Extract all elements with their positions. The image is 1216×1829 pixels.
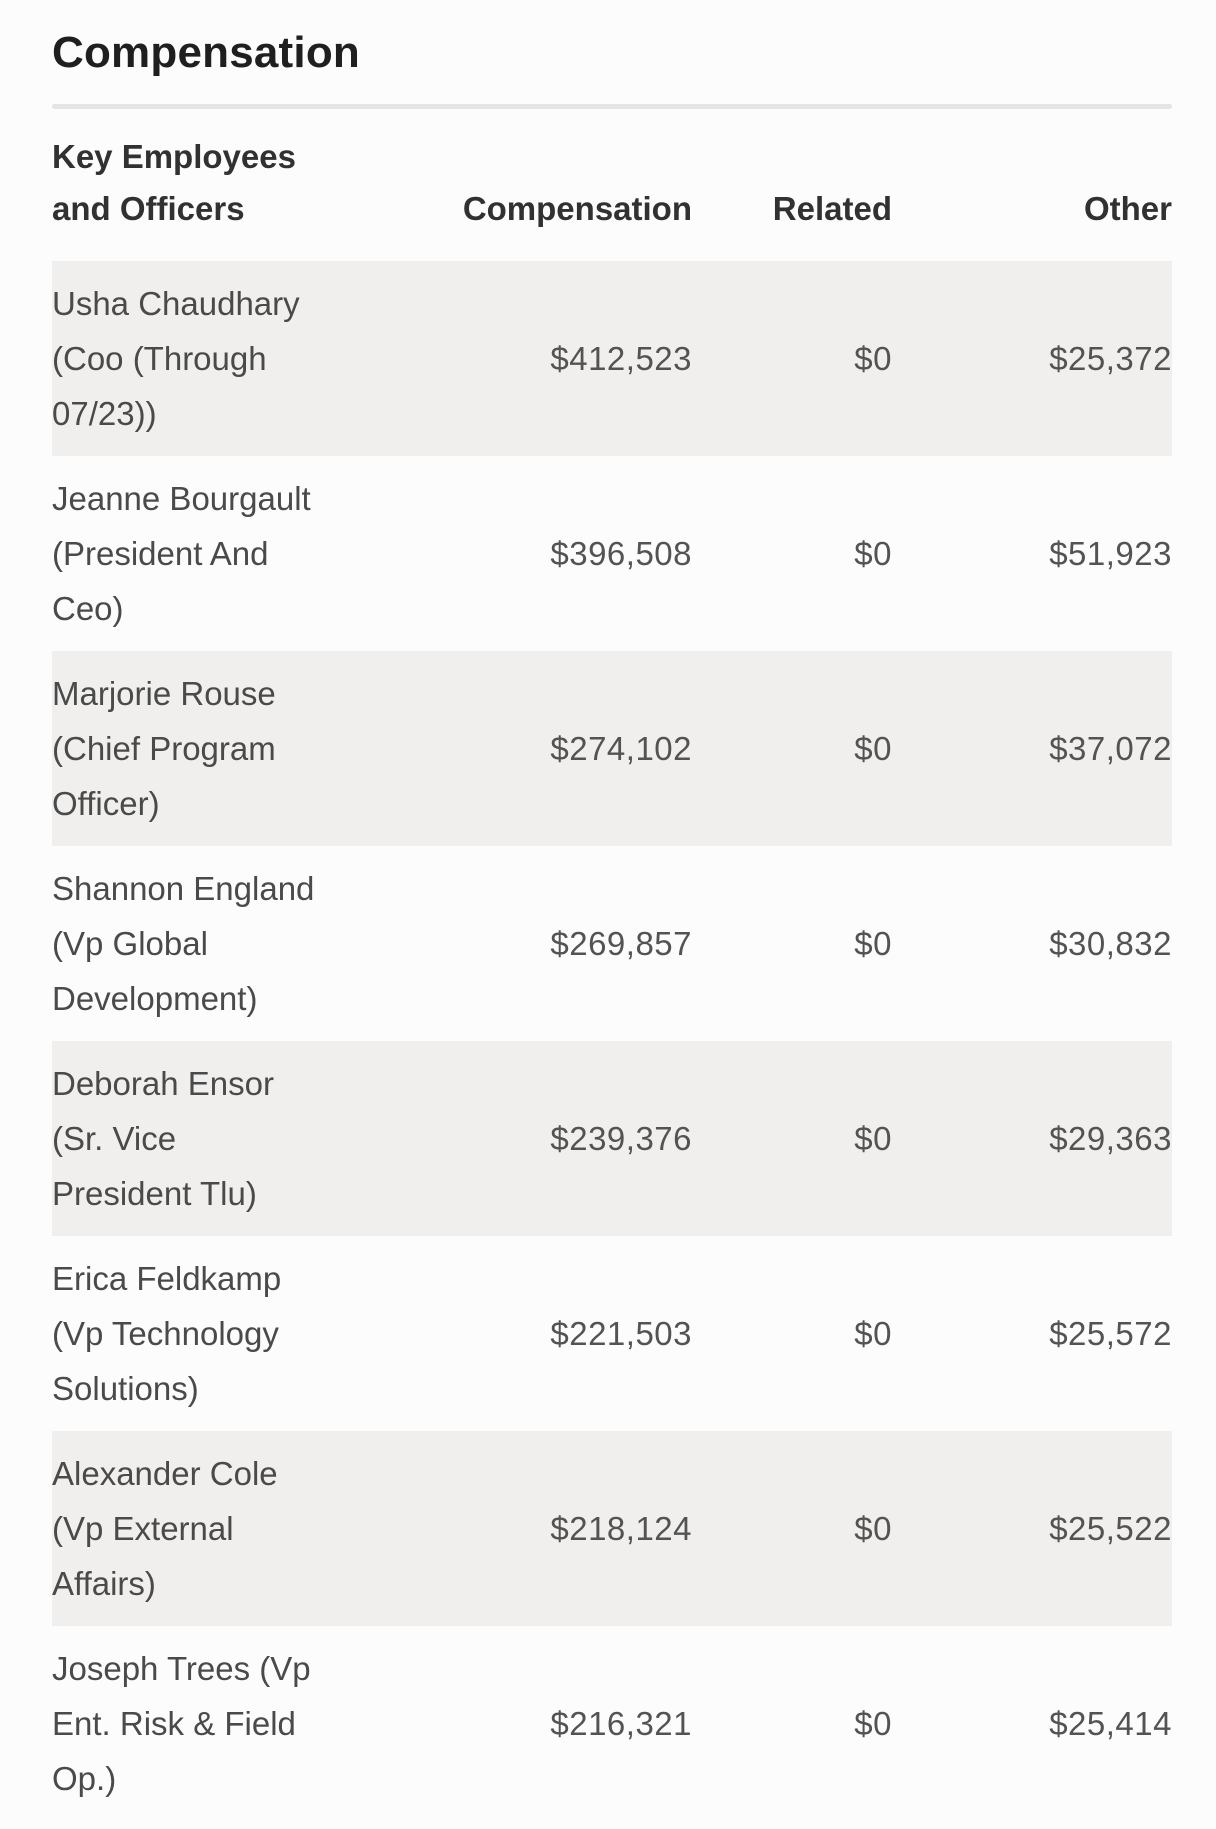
compensation-cell: $269,857 (550, 924, 692, 962)
column-header-employees: Key Employees and Officers (52, 138, 296, 227)
table-row: Jeanne Bourgault (President And Ceo) $39… (52, 456, 1172, 651)
compensation-cell: $216,321 (550, 1704, 692, 1742)
other-cell: $25,572 (1049, 1314, 1172, 1352)
table-row: Shannon England (Vp Global Development) … (52, 846, 1172, 1041)
employee-name-cell: Jeanne Bourgault (President And Ceo) (52, 480, 311, 627)
table-row: Deborah Ensor (Sr. Vice President Tlu) $… (52, 1041, 1172, 1236)
employee-name-cell: Deborah Ensor (Sr. Vice President Tlu) (52, 1065, 274, 1212)
related-cell: $0 (854, 339, 892, 377)
table-row: Joseph Trees (Vp Ent. Risk & Field Op.) … (52, 1626, 1172, 1821)
related-cell: $0 (854, 1509, 892, 1547)
related-cell: $0 (854, 1119, 892, 1157)
section-divider (52, 104, 1172, 109)
column-header-other: Other (1083, 190, 1172, 227)
employee-name-cell: Erica Feldkamp (Vp Technology Solutions) (52, 1260, 282, 1407)
related-cell: $0 (854, 729, 892, 767)
related-cell: $0 (854, 534, 892, 572)
compensation-cell: $239,376 (550, 1119, 692, 1157)
compensation-table: Key Employees and Officers Compensation … (52, 131, 1172, 1821)
related-cell: $0 (854, 1314, 892, 1352)
compensation-cell: $274,102 (550, 729, 692, 767)
table-row: Usha Chaudhary (Coo (Through 07/23)) $41… (52, 261, 1172, 456)
compensation-cell: $221,503 (550, 1314, 692, 1352)
other-cell: $25,372 (1049, 339, 1172, 377)
employee-name-cell: Joseph Trees (Vp Ent. Risk & Field Op.) (52, 1650, 311, 1797)
employee-name-cell: Shannon England (Vp Global Development) (52, 870, 315, 1017)
column-header-compensation: Compensation (462, 190, 692, 227)
employee-name-cell: Usha Chaudhary (Coo (Through 07/23)) (52, 285, 300, 432)
table-row: Erica Feldkamp (Vp Technology Solutions)… (52, 1236, 1172, 1431)
page-title: Compensation (52, 28, 360, 77)
other-cell: $25,414 (1049, 1704, 1172, 1742)
table-row: Marjorie Rouse (Chief Program Officer) $… (52, 651, 1172, 846)
compensation-cell: $218,124 (550, 1509, 692, 1547)
other-cell: $25,522 (1049, 1509, 1172, 1547)
other-cell: $30,832 (1049, 924, 1172, 962)
column-header-related: Related (772, 190, 892, 227)
table-header-row: Key Employees and Officers Compensation … (52, 131, 1172, 235)
related-cell: $0 (854, 924, 892, 962)
table-body: Usha Chaudhary (Coo (Through 07/23)) $41… (52, 261, 1172, 1821)
other-cell: $51,923 (1049, 534, 1172, 572)
related-cell: $0 (854, 1704, 892, 1742)
compensation-cell: $396,508 (550, 534, 692, 572)
other-cell: $29,363 (1049, 1119, 1172, 1157)
compensation-cell: $412,523 (550, 339, 692, 377)
other-cell: $37,072 (1049, 729, 1172, 767)
employee-name-cell: Marjorie Rouse (Chief Program Officer) (52, 675, 276, 822)
employee-name-cell: Alexander Cole (Vp External Affairs) (52, 1455, 278, 1602)
table-row: Alexander Cole (Vp External Affairs) $21… (52, 1431, 1172, 1626)
